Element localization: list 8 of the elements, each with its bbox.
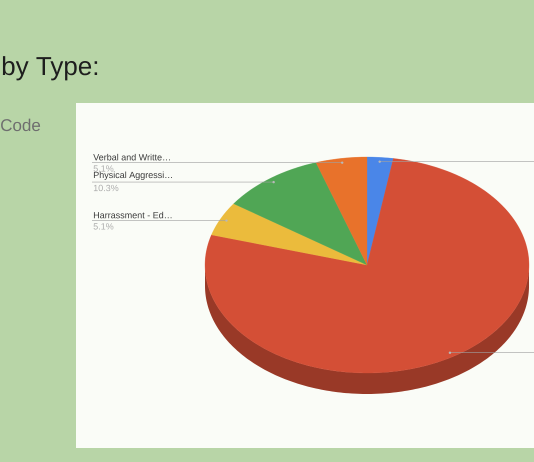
slice-label: Verbal and Writte… bbox=[93, 154, 170, 160]
chart-title: by Type: bbox=[2, 56, 98, 80]
data-label: 5.1% bbox=[94, 165, 114, 172]
data-label: 5.1% bbox=[94, 223, 114, 230]
slice-label: Harrassment - Ed… bbox=[94, 212, 172, 218]
text: Code bbox=[1, 118, 40, 132]
data-label: 10.3% bbox=[94, 184, 118, 192]
slice-label: Physical Aggressi… bbox=[94, 171, 172, 180]
